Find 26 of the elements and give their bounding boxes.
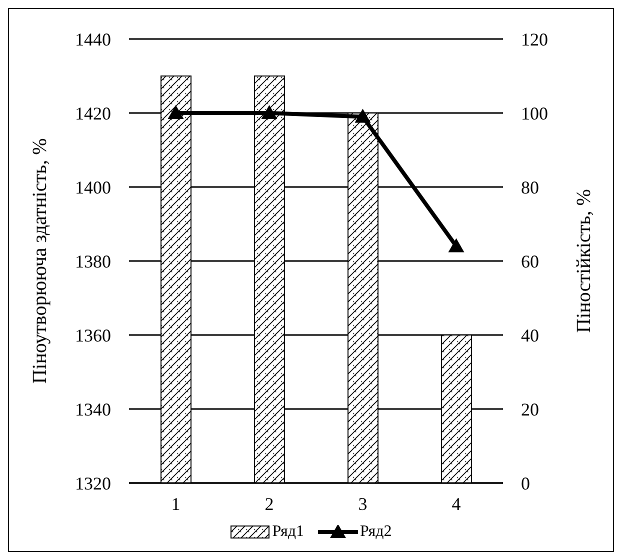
legend-label: Ряд2 [360,523,392,541]
point [168,105,184,119]
point [261,105,278,119]
legend-label: Ряд1 [272,523,304,541]
y2-axis-title: Піностійкість, % [573,189,596,333]
y-tick-label: 1320 [75,473,111,494]
y2-tick-label: 60 [521,251,539,272]
y-tick-label: 1380 [75,251,111,272]
point [354,108,371,123]
x-tick-label: 1 [171,494,180,514]
y-tick-label: 1360 [75,325,111,346]
x-tick-label: 4 [452,494,461,514]
y-tick-label: 1440 [75,29,111,50]
y-tick-label: 1340 [75,399,111,420]
x-tick-label: 3 [358,494,368,514]
y2-tick-label: 20 [521,399,539,420]
point [448,238,464,252]
y2-tick-label: 0 [521,473,530,494]
y-axis-title: Піноутворююча здатність, % [29,138,52,384]
y2-tick-label: 80 [521,177,539,198]
y-tick-label: 1400 [75,177,111,198]
x-tick-label: 2 [264,494,274,514]
y2-tick-label: 40 [521,325,539,346]
y2-tick-label: 120 [521,29,548,50]
y-tick-label: 1420 [75,103,111,124]
y2-tick-label: 100 [521,103,548,124]
